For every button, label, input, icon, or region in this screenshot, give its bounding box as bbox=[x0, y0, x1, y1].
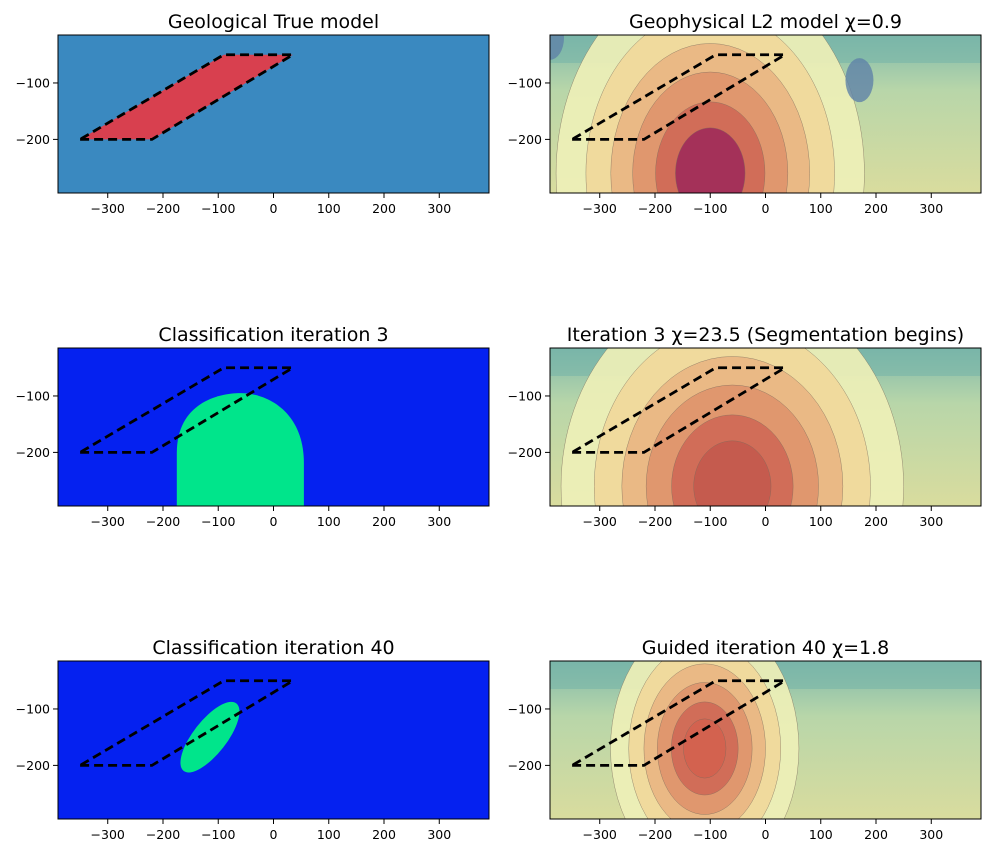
x-tick-label: 0 bbox=[270, 827, 278, 842]
x-tick-label: 300 bbox=[919, 827, 943, 842]
true-body-outline bbox=[566, 53, 790, 141]
subplot-title: Geophysical L2 model χ=0.9 bbox=[629, 11, 902, 33]
x-tick-label: 300 bbox=[919, 514, 943, 529]
x-tick-label: 100 bbox=[317, 827, 341, 842]
x-tick-label: −100 bbox=[693, 201, 727, 216]
x-tick-label: −200 bbox=[146, 827, 180, 842]
x-tick-label: 300 bbox=[427, 827, 451, 842]
true-body-outline bbox=[74, 679, 298, 767]
x-tick-label: 100 bbox=[809, 201, 833, 216]
x-tick-label: 0 bbox=[762, 827, 770, 842]
true-body-outline bbox=[74, 366, 298, 454]
x-tick-label: 300 bbox=[919, 201, 943, 216]
x-tick-label: −300 bbox=[91, 201, 125, 216]
subplot-title: Geological True model bbox=[168, 11, 379, 33]
true-body-outline bbox=[566, 366, 790, 454]
y-tick-label: −100 bbox=[16, 701, 50, 716]
y-tick-label: −100 bbox=[508, 701, 542, 716]
x-tick-label: −300 bbox=[583, 201, 617, 216]
plot-area bbox=[58, 661, 489, 819]
x-tick-label: 200 bbox=[864, 201, 888, 216]
x-tick-label: −100 bbox=[201, 514, 235, 529]
y-tick-label: −200 bbox=[508, 132, 542, 147]
x-tick-label: −100 bbox=[201, 827, 235, 842]
x-tick-label: 100 bbox=[317, 201, 341, 216]
subplot-5: Classification iteration 40 −300 −200 −100 0… bbox=[16, 637, 490, 842]
x-tick-label: −200 bbox=[146, 201, 180, 216]
subplot-title: Classification iteration 3 bbox=[158, 324, 388, 346]
x-tick-label: −100 bbox=[693, 514, 727, 529]
low-anomaly-2 bbox=[845, 58, 874, 103]
anomaly-body bbox=[80, 54, 293, 140]
x-tick-label: 0 bbox=[762, 201, 770, 216]
x-tick-label: 300 bbox=[427, 514, 451, 529]
y-tick-label: −100 bbox=[508, 388, 542, 403]
x-tick-label: −200 bbox=[638, 201, 672, 216]
contour-level-6 bbox=[693, 440, 772, 506]
low-anomaly-1 bbox=[550, 35, 564, 60]
subplot-1: Geological True model −300 −200 −100 0 100 200… bbox=[16, 11, 490, 216]
classified-body bbox=[180, 701, 240, 773]
x-tick-label: −100 bbox=[201, 201, 235, 216]
subplot-title: Classification iteration 40 bbox=[152, 637, 394, 659]
subplot-title: Iteration 3 χ=23.5 (Segmentation begins) bbox=[567, 324, 964, 346]
x-tick-label: 200 bbox=[372, 201, 396, 216]
subplot-title: Guided iteration 40 χ=1.8 bbox=[642, 637, 890, 659]
x-tick-label: 100 bbox=[809, 827, 833, 842]
x-tick-label: −200 bbox=[638, 514, 672, 529]
x-tick-label: −300 bbox=[583, 514, 617, 529]
x-tick-label: 200 bbox=[864, 514, 888, 529]
plot-area bbox=[58, 35, 489, 193]
x-tick-label: −300 bbox=[583, 827, 617, 842]
x-tick-label: 300 bbox=[427, 201, 451, 216]
y-tick-label: −200 bbox=[16, 758, 50, 773]
plot-area bbox=[550, 348, 981, 506]
x-tick-label: −200 bbox=[146, 514, 180, 529]
x-tick-label: 200 bbox=[372, 514, 396, 529]
plot-area bbox=[58, 348, 489, 506]
x-tick-label: −200 bbox=[638, 827, 672, 842]
plot-area bbox=[550, 35, 981, 193]
background-class bbox=[58, 661, 489, 819]
plot-area bbox=[550, 661, 981, 819]
subplot-6: Guided iteration 40 χ=1.8 −300 −200 −100 0 10… bbox=[508, 637, 982, 842]
true-body-outline bbox=[566, 679, 790, 767]
contour-level-6 bbox=[675, 127, 746, 193]
y-tick-label: −100 bbox=[16, 388, 50, 403]
x-tick-label: 0 bbox=[270, 514, 278, 529]
subplot-4: Iteration 3 χ=23.5 (Segmentation begins)… bbox=[508, 324, 982, 529]
x-tick-label: −300 bbox=[91, 827, 125, 842]
x-tick-label: −100 bbox=[693, 827, 727, 842]
y-tick-label: −200 bbox=[508, 758, 542, 773]
x-tick-label: −300 bbox=[91, 514, 125, 529]
x-tick-label: 200 bbox=[372, 827, 396, 842]
y-tick-label: −200 bbox=[508, 445, 542, 460]
subplot-3: Classification iteration 3 −300 −200 −100 0 1… bbox=[16, 324, 490, 529]
y-tick-label: −100 bbox=[16, 75, 50, 90]
x-tick-label: 0 bbox=[762, 514, 770, 529]
x-tick-label: 200 bbox=[864, 827, 888, 842]
y-tick-label: −200 bbox=[16, 132, 50, 147]
true-body-outline bbox=[74, 53, 298, 141]
y-tick-label: −200 bbox=[16, 445, 50, 460]
classified-body bbox=[176, 393, 304, 506]
x-tick-label: 0 bbox=[270, 201, 278, 216]
x-tick-label: 100 bbox=[809, 514, 833, 529]
x-tick-label: 100 bbox=[317, 514, 341, 529]
subplot-2: Geophysical L2 model χ=0.9 −300 −200 −100 0 1… bbox=[508, 11, 982, 216]
y-tick-label: −100 bbox=[508, 75, 542, 90]
